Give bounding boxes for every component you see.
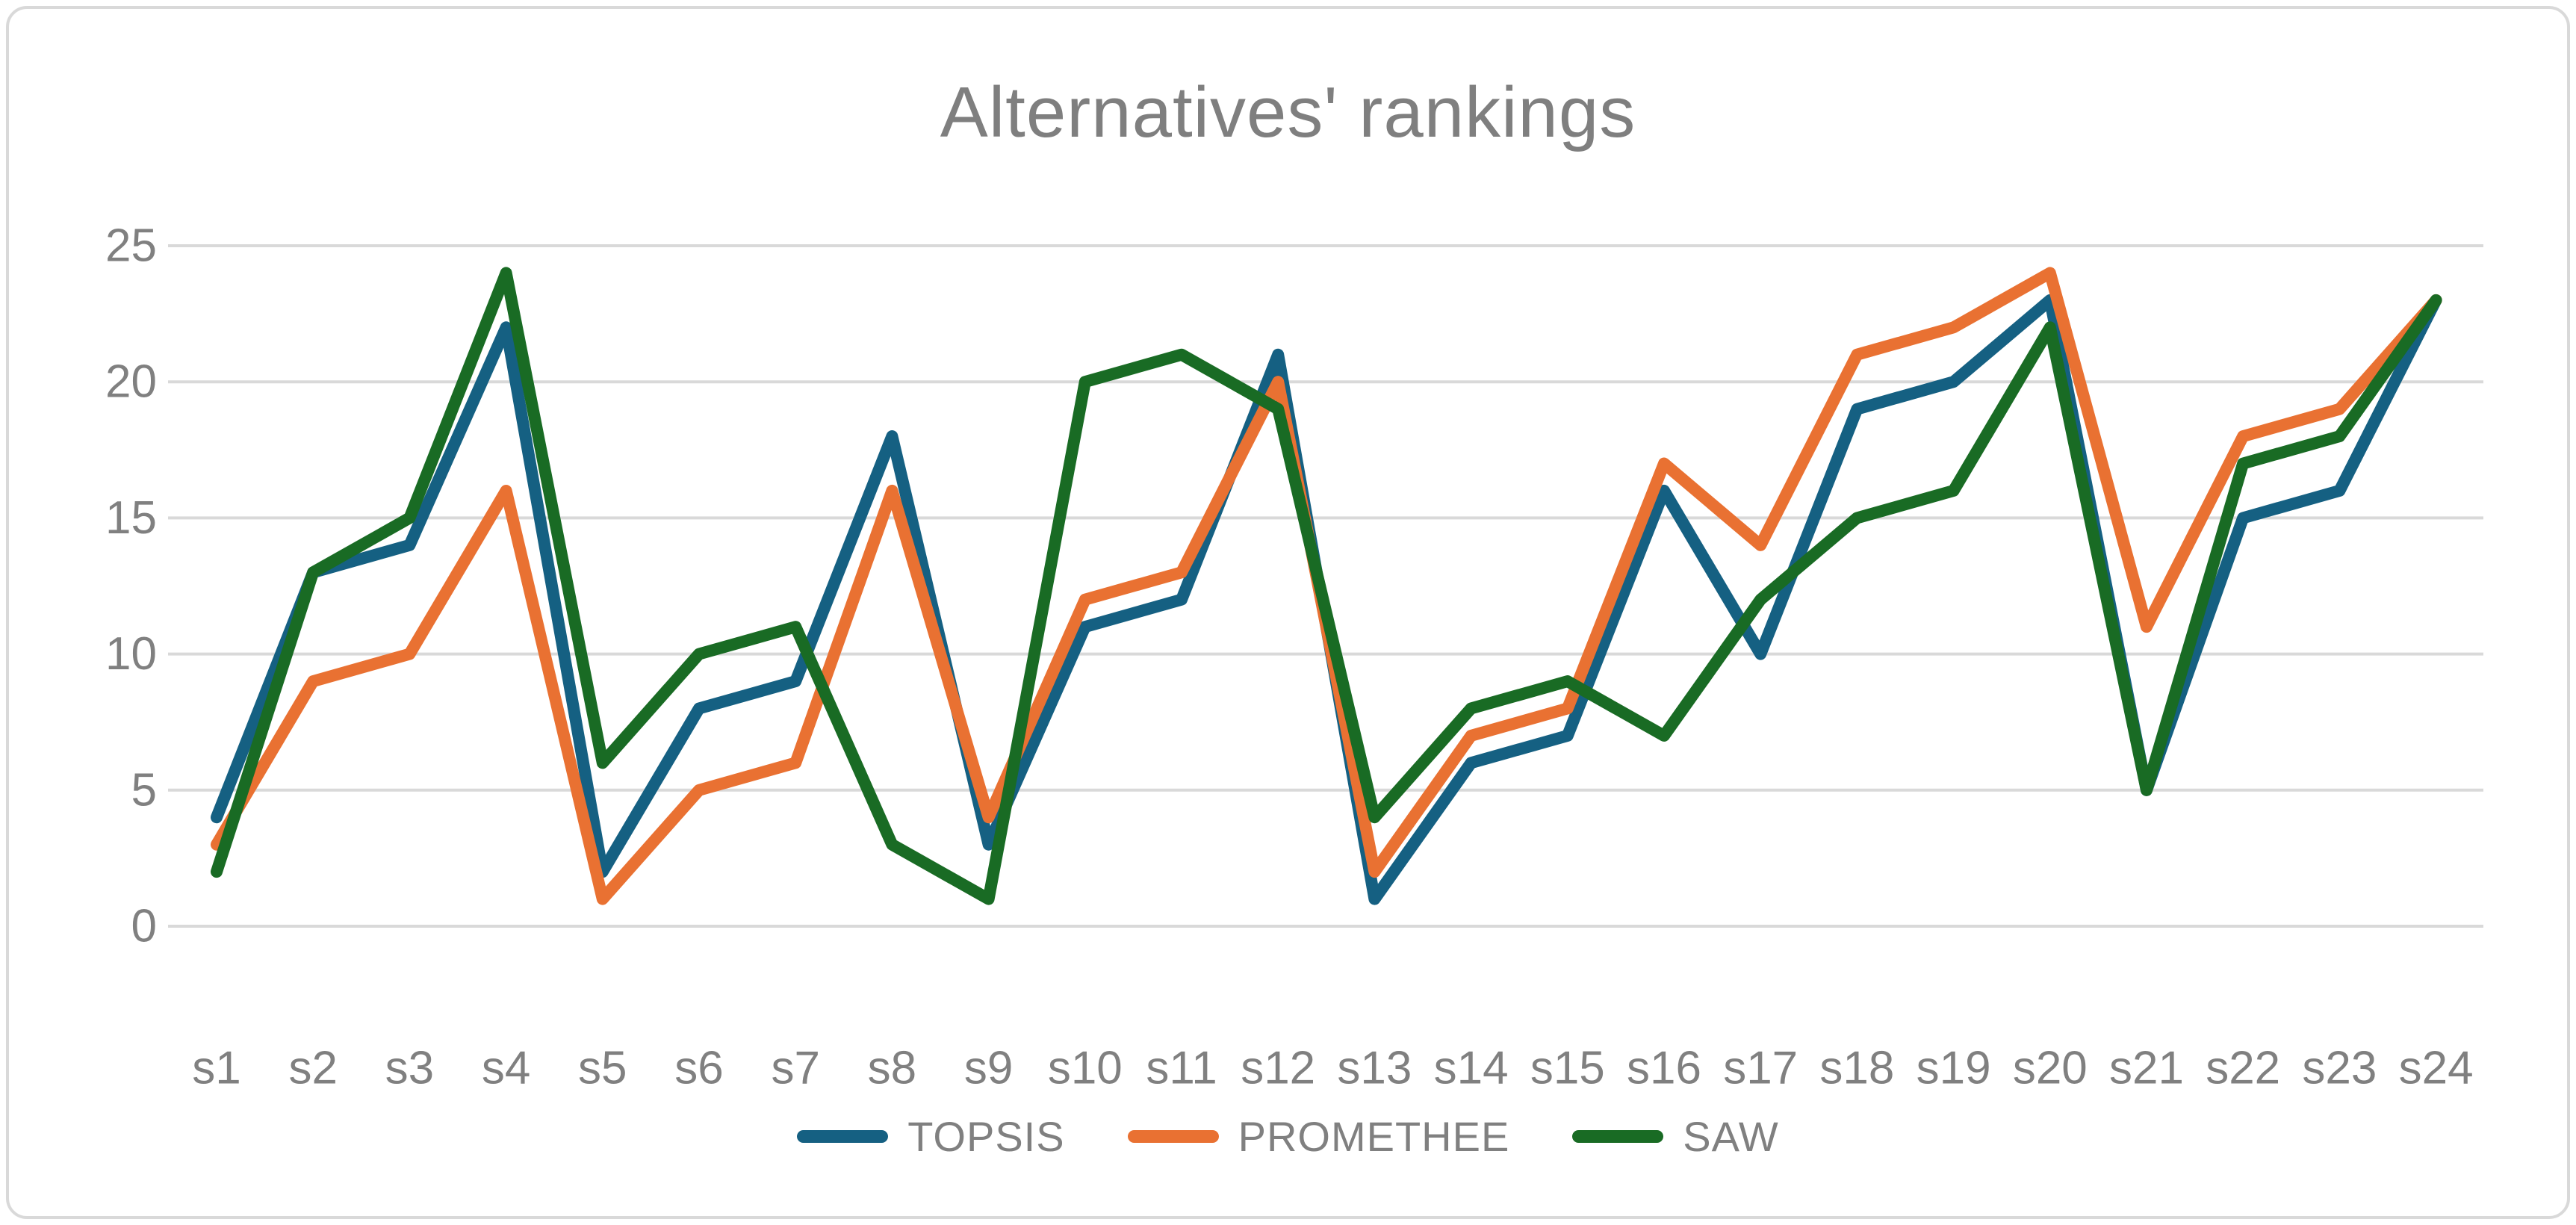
legend-swatch-saw bbox=[1572, 1130, 1664, 1143]
x-tick-label-s2: s2 bbox=[288, 1043, 337, 1094]
x-tick-label-s3: s3 bbox=[385, 1043, 434, 1094]
y-tick-label-0: 0 bbox=[131, 901, 157, 952]
x-tick-label-s12: s12 bbox=[1241, 1043, 1315, 1094]
legend-label-promethee: PROMETHEE bbox=[1238, 1113, 1510, 1160]
x-tick-label-s20: s20 bbox=[2013, 1043, 2088, 1094]
chart-title: Alternatives' rankings bbox=[940, 72, 1636, 152]
x-tick-label-s15: s15 bbox=[1530, 1043, 1605, 1094]
x-tick-label-s23: s23 bbox=[2302, 1043, 2377, 1094]
x-tick-label-s6: s6 bbox=[674, 1043, 723, 1094]
legend-label-topsis: TOPSIS bbox=[907, 1113, 1065, 1160]
x-tick-label-s8: s8 bbox=[868, 1043, 916, 1094]
legend-item-promethee[interactable]: PROMETHEE bbox=[1127, 1112, 1510, 1161]
x-tick-label-s24: s24 bbox=[2399, 1043, 2474, 1094]
x-tick-label-s1: s1 bbox=[192, 1043, 240, 1094]
x-tick-label-s13: s13 bbox=[1337, 1043, 1412, 1094]
x-tick-label-s5: s5 bbox=[578, 1043, 627, 1094]
x-tick-label-s7: s7 bbox=[771, 1043, 819, 1094]
legend-swatch-promethee bbox=[1127, 1130, 1219, 1143]
series-lines bbox=[211, 267, 2442, 905]
x-tick-label-s14: s14 bbox=[1434, 1043, 1509, 1094]
chart-legend: TOPSIS PROMETHEE SAW bbox=[0, 1112, 2576, 1161]
y-tick-label-15: 15 bbox=[105, 492, 157, 544]
y-tick-label-10: 10 bbox=[105, 628, 157, 680]
series-line-saw bbox=[211, 267, 2442, 905]
x-tick-label-s16: s16 bbox=[1627, 1043, 1701, 1094]
x-tick-label-s18: s18 bbox=[1819, 1043, 1894, 1094]
legend-item-topsis[interactable]: TOPSIS bbox=[797, 1112, 1064, 1161]
x-tick-label-s11: s11 bbox=[1146, 1043, 1217, 1094]
y-tick-label-5: 5 bbox=[131, 764, 157, 816]
y-tick-label-20: 20 bbox=[105, 356, 157, 408]
x-tick-label-s9: s9 bbox=[964, 1043, 1013, 1094]
legend-item-saw[interactable]: SAW bbox=[1572, 1112, 1778, 1161]
y-axis-labels: 0 5 10 15 20 25 bbox=[105, 220, 157, 952]
x-tick-label-s17: s17 bbox=[1723, 1043, 1798, 1094]
x-tick-label-s22: s22 bbox=[2206, 1043, 2280, 1094]
legend-swatch-topsis bbox=[797, 1130, 889, 1143]
x-tick-label-s10: s10 bbox=[1048, 1043, 1123, 1094]
legend-label-saw: SAW bbox=[1683, 1113, 1779, 1160]
y-tick-label-25: 25 bbox=[105, 220, 157, 272]
x-tick-label-s21: s21 bbox=[2109, 1043, 2184, 1094]
x-tick-label-s19: s19 bbox=[1917, 1043, 1991, 1094]
x-tick-label-s4: s4 bbox=[482, 1043, 530, 1094]
x-axis-labels: s1 s2 s3 s4 s5 s6 s7 s8 s9 s10 s11 s12 s13 s14 s15 s16 s… bbox=[192, 1043, 2473, 1094]
